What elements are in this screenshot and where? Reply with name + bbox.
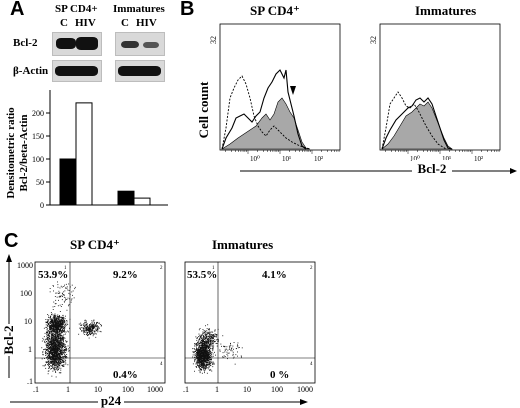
xtick-imm-10: 10	[243, 385, 251, 394]
ytick-sp-100: 100	[20, 289, 32, 298]
blot-label-bcl2: Bcl-2	[13, 37, 38, 49]
dotplot-sp: 53.9% 9.2% 0.4% 1 2 3 4 1000 100 10 1 .1…	[17, 261, 166, 394]
quadrant-pct-sp-q2: 9.2%	[113, 269, 138, 281]
ytick-sp-1000: 1000	[17, 261, 33, 270]
chart-ytick-label-4: 200	[32, 109, 44, 118]
histogram-sp: 32 10⁰ 10¹ 10²	[209, 23, 341, 163]
xtick-imm-1000: 1000	[297, 385, 313, 394]
bar-immatures-hiv	[133, 197, 151, 206]
chart-ytick-label-0: 0	[40, 201, 44, 210]
hist-hiv-sp	[221, 69, 307, 150]
quadrant-num-sp-4: 4	[160, 362, 163, 367]
hist-xtick-sp-0: 10⁰	[250, 155, 260, 163]
lane-label-hiv-1: HIV	[75, 17, 96, 29]
chart-bars	[59, 102, 151, 206]
hist-control-immatures	[381, 91, 447, 150]
hist-fill-sp	[220, 97, 311, 150]
quadrant-pct-imm-q4: 0 %	[270, 369, 289, 381]
blot-bcl2-sp	[52, 32, 102, 56]
blot-actin-immatures	[115, 60, 165, 82]
chart-ytick-label-3: 150	[32, 132, 44, 141]
xtick-imm-1: 1	[215, 385, 219, 394]
quadrant-num-sp-1: 1	[64, 266, 67, 271]
histogram-panel: Cell count 32 10⁰ 10¹ 10² 32 10⁰ 10¹ 10²…	[196, 23, 517, 176]
quadrant-pct-imm-q2: 4.1%	[262, 269, 287, 281]
arrowhead-icon	[290, 86, 296, 95]
dotplot-xlabel: p24	[101, 393, 122, 408]
quadrant-num-sp-3: 3	[64, 362, 67, 367]
dotplot-immatures: 53.5% 4.1% 0 % 1 2 3 4 .1 1 10 100 1000	[183, 261, 316, 394]
histogram-immatures: 32 10⁰ 10¹ 10²	[369, 23, 501, 163]
quadrant-num-sp-2: 2	[160, 266, 163, 271]
bar-immatures-c	[117, 190, 135, 206]
ytick-sp-10: 10	[24, 317, 32, 326]
xtick-imm-01: .1	[183, 385, 189, 394]
hist-xtick-imm-0: 10⁰	[410, 155, 420, 163]
blot-actin-sp	[52, 60, 102, 82]
hist-xtick-sp-1: 10¹	[282, 155, 291, 163]
lane-label-c-1: C	[60, 17, 68, 29]
chart-ytick-label-2: 100	[32, 155, 44, 164]
hist-control-sp	[221, 75, 311, 150]
quadrant-num-imm-3: 3	[212, 362, 215, 367]
quadrant-num-imm-1: 1	[212, 266, 215, 271]
histogram-xlabel: Bcl-2	[418, 161, 447, 176]
xtick-sp-1000: 1000	[147, 385, 163, 394]
hist-ymax-sp: 32	[209, 36, 218, 44]
quadrant-num-imm-4: 4	[310, 362, 313, 367]
xtick-sp-1: 1	[66, 385, 70, 394]
arrow-up-icon	[6, 254, 12, 262]
xtick-sp-10: 10	[94, 385, 102, 394]
lane-label-c-2: C	[121, 17, 129, 29]
panel-b-letter: B	[180, 0, 195, 20]
ytick-sp-1: 1	[28, 345, 32, 354]
quadrant-pct-imm-q1: 53.5%	[187, 269, 217, 281]
group-label-sp-cd4: SP CD4+	[55, 3, 98, 15]
hist-fill-immatures	[381, 101, 453, 150]
bar-sp-cd4--c	[59, 158, 77, 206]
dotplot-title-sp: SP CD4⁺	[70, 237, 120, 252]
blot-bcl2-immatures	[115, 32, 165, 56]
dotplot-ylabel: Bcl-2	[1, 326, 16, 355]
densitometry-chart: Densitometric ratio Bcl-2/beta-Actin 0 50…	[5, 90, 168, 210]
histogram-title-immatures: Immatures	[415, 3, 477, 18]
chart-ylabel-line2: Bcl-2/beta-Actin	[18, 115, 30, 192]
histogram-title-sp: SP CD4⁺	[250, 3, 300, 18]
bar-sp-cd4--hiv	[75, 102, 93, 206]
hist-xtick-imm-2: 10²	[474, 155, 483, 163]
chart-axes: 0 50 100 150 200	[32, 90, 168, 210]
histogram-ylabel: Cell count	[196, 81, 211, 138]
xtick-imm-100: 100	[271, 385, 283, 394]
hist-ymax-immatures: 32	[369, 36, 378, 44]
quadrant-pct-sp-q4: 0.4%	[113, 369, 138, 381]
arrow-right-icon	[510, 168, 517, 174]
panel-c-letter: C	[4, 230, 19, 252]
arrow-right-icon	[300, 399, 308, 405]
quadrant-pct-sp-q1: 53.9%	[38, 269, 68, 281]
hist-hiv-immatures	[381, 97, 453, 150]
ytick-sp-01: .1	[27, 377, 33, 386]
hist-xtick-sp-2: 10²	[314, 155, 323, 163]
dotplot-title-immatures: Immatures	[212, 237, 274, 252]
xtick-sp-01: .1	[33, 385, 39, 394]
lane-label-hiv-2: HIV	[136, 17, 157, 29]
xtick-sp-100: 100	[122, 385, 134, 394]
hist-xtick-imm-1: 10¹	[442, 155, 451, 163]
blot-label-actin: β-Actin	[13, 65, 49, 77]
panel-a-letter: A	[10, 0, 25, 20]
dotplot-panel: Bcl-2 p24 53.9% 9.2% 0.4% 1 2 3 4 1000 1…	[1, 254, 316, 408]
chart-ytick-label-1: 50	[36, 178, 44, 187]
group-label-immatures: Immatures	[113, 3, 165, 15]
chart-ylabel-line1: Densitometric ratio	[5, 107, 17, 199]
quadrant-num-imm-2: 2	[310, 266, 313, 271]
